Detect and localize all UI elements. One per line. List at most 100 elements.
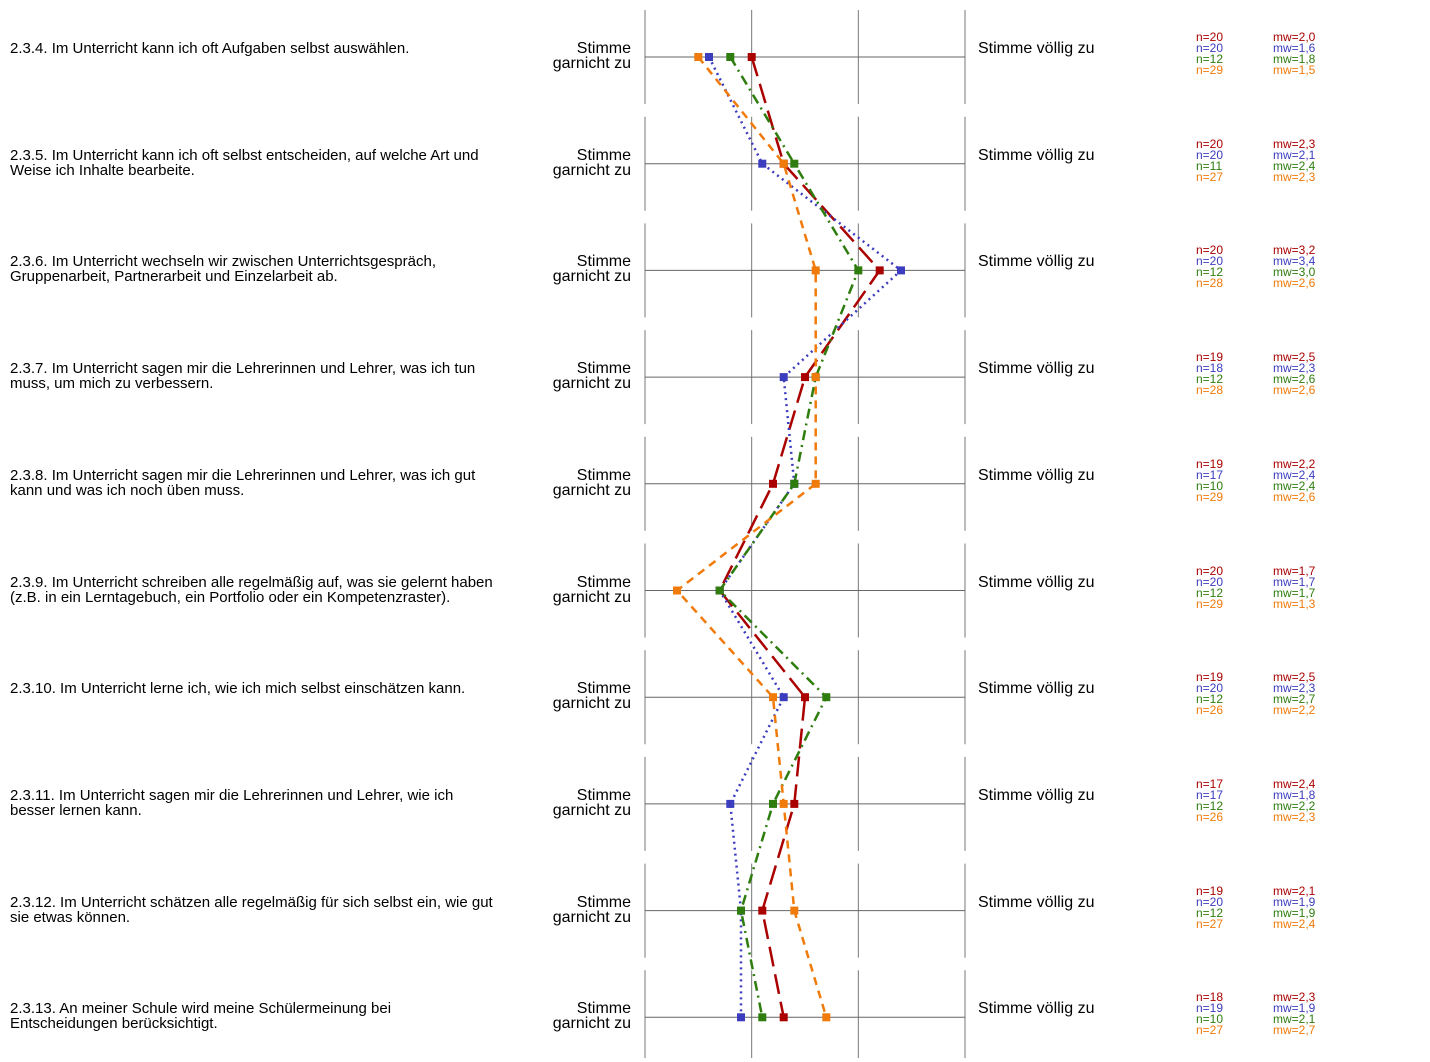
stat-n: n=26 [1196, 703, 1224, 718]
scale-right-label: Stimme völlig zu [978, 680, 1095, 698]
stat-n: n=20 [1196, 30, 1224, 44]
stat-n: n=27 [1196, 916, 1224, 931]
scale-left-label: Stimme garnicht zu [552, 573, 631, 606]
scale-left-label: Stimme garnicht zu [552, 680, 631, 713]
stat-mw: mw=2,3 [1273, 169, 1316, 184]
data-point-marker [801, 373, 809, 382]
scale-right-label: Stimme völlig zu [978, 360, 1095, 378]
data-point-marker [673, 586, 681, 595]
stat-mw: mw=2,1 [1273, 883, 1316, 898]
stat-mw: mw=2,5 [1273, 670, 1316, 685]
series-line [675, 56, 828, 1018]
data-point-marker [769, 799, 777, 808]
stat-n: n=12 [1196, 692, 1224, 707]
question-label: 2.3.5. Im Unterricht kann ich oft selbst… [10, 146, 479, 179]
question-label: 2.3.8. Im Unterricht sagen mir die Lehre… [10, 466, 476, 499]
stat-mw: mw=2,6 [1273, 372, 1316, 387]
stat-mw: mw=2,2 [1273, 456, 1316, 471]
scale-left-label: Stimme garnicht zu [552, 253, 631, 286]
stat-line: n=20 mw=2,3 [1196, 682, 1315, 694]
data-point-marker [790, 159, 799, 168]
scale-right-label: Stimme völlig zu [978, 40, 1095, 57]
stat-line: n=27 mw=2,4 [1196, 916, 1315, 931]
stat-mw: mw=1,7 [1273, 574, 1316, 589]
stat-mw: mw=2,2 [1273, 798, 1316, 813]
stat-mw: mw=1,5 [1273, 63, 1316, 77]
stat-n: n=19 [1196, 1001, 1224, 1016]
stat-line: n=20 mw=1,9 [1196, 894, 1315, 909]
stat-n: n=20 [1196, 894, 1224, 909]
stat-n: n=17 [1196, 776, 1224, 791]
stat-line: n=20 mw=2,1 [1196, 149, 1315, 161]
stat-mw: mw=1,9 [1273, 905, 1316, 920]
stat-line: n=20 mw=1,7 [1196, 565, 1315, 577]
stat-line: n=29 mw=1,5 [1196, 63, 1316, 77]
question-label: 2.3.7. Im Unterricht sagen mir die Lehre… [10, 360, 476, 393]
scale-right-label: Stimme völlig zu [978, 1000, 1095, 1018]
series-line [718, 56, 882, 1018]
stat-mw: mw=2,4 [1273, 467, 1316, 482]
stat-mw: mw=3,2 [1273, 243, 1316, 258]
item-row: 2.3.5. Im Unterricht kann ich oft selbst… [0, 138, 1430, 183]
data-point-marker [779, 1013, 788, 1022]
data-point-marker [897, 266, 905, 275]
scale-left-label: Stimme garnicht zu [552, 786, 631, 819]
stat-mw: mw=2,3 [1273, 990, 1316, 1005]
scale-right-label: Stimme völlig zu [978, 253, 1095, 271]
scale-left-label: Stimme garnicht zu [552, 360, 631, 393]
stat-n: n=12 [1196, 798, 1224, 813]
stat-n: n=19 [1196, 883, 1224, 898]
stat-n: n=20 [1196, 574, 1224, 589]
data-point-marker [715, 586, 724, 595]
stat-mw: mw=2,0 [1273, 30, 1316, 44]
stat-mw: mw=2,6 [1273, 383, 1316, 398]
data-point-marker [875, 266, 884, 275]
data-point-marker [694, 53, 703, 61]
stat-line: n=18 mw=2,3 [1196, 361, 1316, 376]
data-point-marker [811, 373, 820, 382]
question-label: 2.3.10. Im Unterricht lerne ich, wie ich… [10, 680, 466, 698]
stat-n: n=26 [1196, 809, 1224, 824]
data-point-marker [758, 159, 767, 168]
question-label: 2.3.11. Im Unterricht sagen mir die Lehr… [10, 786, 454, 819]
question-label: 2.3.12. Im Unterricht schätzen alle rege… [10, 893, 493, 926]
stat-n: n=29 [1196, 596, 1224, 611]
item-row: 2.3.8. Im Unterricht sagen mir die Lehre… [0, 458, 1430, 503]
item-row: 2.3.6. Im Unterricht wechseln wir zwisch… [0, 244, 1430, 289]
data-point-marker [726, 53, 735, 61]
stat-mw: mw=2,6 [1273, 489, 1316, 504]
stat-line: n=19 mw=2,5 [1196, 670, 1316, 685]
stat-line: n=17 mw=2,4 [1196, 467, 1316, 482]
stat-line: n=17 mw=1,8 [1196, 789, 1315, 801]
question-label: 2.3.4. Im Unterricht kann ich oft Aufgab… [10, 40, 410, 57]
stats-block: n=20 mw=2,0 n=20 mw=1,6 n=12 mw=1,8 n=29 mw=1,5 [1196, 30, 1316, 77]
data-point-marker [822, 1013, 831, 1022]
scale-right-label: Stimme völlig zu [978, 786, 1095, 804]
item-row: 2.3.7. Im Unterricht sagen mir die Lehre… [0, 351, 1430, 396]
stat-mw: mw=3,4 [1273, 254, 1316, 269]
scale-left-label: Stimme garnicht zu [552, 893, 631, 926]
item-row: 2.3.4. Im Unterricht kann ich oft Aufgab… [0, 31, 1430, 76]
stat-n: n=18 [1196, 990, 1224, 1005]
stat-line: n=20 mw=2,3 [1196, 138, 1315, 150]
stats-block: n=20 mw=2,3 n=20 mw=2,1 n=11 mw=2,4 n=27 mw=2,3 [1196, 138, 1316, 184]
stats-block: n=19 mw=2,5 n=20 mw=2,3 n=12 mw=2,7 n=26 mw=2,2 [1196, 670, 1316, 718]
data-point-marker [726, 799, 735, 808]
stat-line: n=10 mw=2,4 [1196, 480, 1315, 492]
data-point-marker [758, 1013, 767, 1022]
stat-mw: mw=2,3 [1273, 361, 1316, 376]
stat-line: n=29 mw=2,6 [1196, 489, 1316, 504]
stat-mw: mw=2,6 [1273, 276, 1316, 291]
data-point-marker [790, 906, 799, 915]
stats-block: n=20 mw=3,2 n=20 mw=3,4 n=12 mw=3,0 n=28 mw=2,6 [1196, 243, 1316, 291]
stat-mw: mw=2,4 [1273, 776, 1316, 791]
stat-line: n=20 mw=3,2 [1196, 243, 1316, 258]
data-point-marker [801, 693, 809, 702]
stat-line: n=26 mw=2,3 [1196, 809, 1315, 824]
data-point-marker [747, 53, 756, 61]
data-point-marker [822, 693, 831, 702]
stat-line: n=12 mw=2,6 [1196, 372, 1316, 387]
data-point-marker [854, 266, 863, 275]
stat-line: n=19 mw=2,1 [1196, 883, 1316, 898]
stat-n: n=29 [1196, 489, 1224, 504]
